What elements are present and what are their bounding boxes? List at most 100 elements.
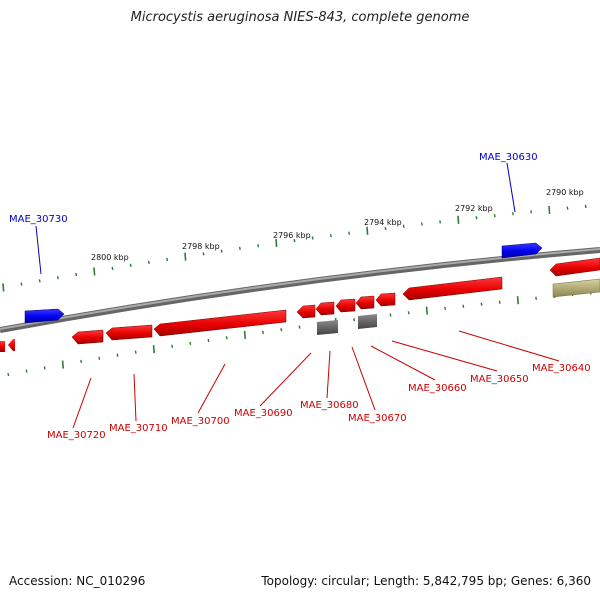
leader-mae-30640 bbox=[458, 330, 560, 362]
gene-mae-30650[interactable] bbox=[402, 276, 503, 301]
minor-tick bbox=[498, 300, 501, 304]
leader-mae-30730 bbox=[35, 225, 42, 275]
gene-mae-30710[interactable] bbox=[105, 324, 153, 341]
minor-tick bbox=[43, 366, 46, 370]
gene-mae-30720[interactable] bbox=[71, 329, 104, 345]
minor-tick bbox=[116, 353, 119, 357]
minor-tick bbox=[566, 206, 569, 210]
minor-tick bbox=[134, 350, 137, 354]
reverse-genes bbox=[0, 257, 600, 352]
minor-tick bbox=[407, 311, 410, 315]
minor-tick bbox=[348, 231, 351, 235]
gene-mae-30660[interactable] bbox=[375, 292, 396, 307]
minor-tick bbox=[98, 356, 101, 360]
minor-tick bbox=[56, 276, 59, 280]
label-mae-30690[interactable]: MAE_30690 bbox=[234, 408, 293, 419]
label-mae-30730[interactable]: MAE_30730 bbox=[9, 214, 68, 225]
minor-tick bbox=[147, 260, 150, 265]
minor-tick bbox=[75, 272, 78, 277]
gene-mae-30730[interactable] bbox=[24, 308, 65, 324]
leader-mae-30630 bbox=[506, 162, 516, 213]
label-mae-30720[interactable]: MAE_30720 bbox=[47, 430, 106, 441]
other-genes bbox=[317, 278, 600, 335]
minor-tick bbox=[207, 338, 210, 343]
gene-mae-30700[interactable] bbox=[153, 309, 287, 337]
gene-labels: MAE_30730 MAE_30630 MAE_30720 MAE_30710 … bbox=[9, 152, 591, 441]
label-mae-30680[interactable]: MAE_30680 bbox=[300, 400, 359, 411]
leader-mae-30650 bbox=[391, 340, 498, 372]
minor-tick bbox=[439, 220, 442, 224]
major-tick bbox=[2, 283, 5, 292]
leader-mae-30690 bbox=[259, 352, 312, 407]
minor-tick bbox=[129, 263, 132, 268]
gene-partial-left-2[interactable] bbox=[8, 339, 15, 351]
genome-summary-text: Topology: circular; Length: 5,842,795 bp… bbox=[261, 574, 591, 588]
label-mae-30650[interactable]: MAE_30650 bbox=[470, 374, 529, 385]
scale-label-2796: 2796 kbp bbox=[273, 231, 311, 240]
minor-tick bbox=[38, 279, 41, 283]
gene-olive[interactable] bbox=[552, 278, 600, 298]
minor-tick bbox=[220, 249, 223, 253]
gene-mae-30690[interactable] bbox=[296, 304, 316, 319]
map-title: Microcystis aeruginosa NIES-843, complet… bbox=[130, 10, 470, 25]
minor-tick bbox=[311, 236, 314, 240]
gene-mae-30670-red[interactable] bbox=[335, 298, 356, 313]
gene-mae-30630[interactable] bbox=[501, 242, 543, 259]
leader-mae-30710 bbox=[133, 373, 137, 422]
minor-tick bbox=[293, 238, 296, 243]
minor-tick bbox=[280, 328, 283, 332]
minor-tick bbox=[402, 224, 405, 228]
leader-mae-30700 bbox=[197, 363, 226, 414]
gene-mae-30680-red[interactable] bbox=[315, 301, 335, 316]
scale-label-2798: 2798 kbp bbox=[182, 242, 220, 251]
gene-mae-30640[interactable] bbox=[549, 257, 600, 277]
leader-mae-30660 bbox=[370, 345, 436, 381]
minor-tick bbox=[20, 282, 23, 286]
leader-mae-30720 bbox=[72, 377, 92, 429]
minor-tick bbox=[171, 344, 174, 348]
gene-mae-30670[interactable] bbox=[358, 314, 377, 329]
leader-mae-30680 bbox=[326, 350, 331, 399]
forward-genes bbox=[24, 242, 543, 324]
minor-tick bbox=[202, 252, 205, 256]
scale-label-2790: 2790 kbp bbox=[546, 188, 584, 197]
major-tick bbox=[275, 239, 278, 248]
gene-red-4[interactable] bbox=[355, 295, 375, 310]
major-tick bbox=[184, 252, 187, 261]
minor-tick bbox=[530, 210, 533, 214]
major-tick bbox=[243, 330, 246, 340]
leader-mae-30670 bbox=[351, 346, 376, 411]
genome-backbone bbox=[0, 247, 600, 333]
minor-tick bbox=[480, 302, 483, 306]
scale-label-2794: 2794 kbp bbox=[364, 218, 402, 227]
leader-lines bbox=[35, 162, 560, 429]
minor-tick bbox=[475, 216, 478, 220]
scale-labels: 2800 kbp 2798 kbp 2796 kbp 2794 kbp 2792… bbox=[91, 188, 584, 262]
minor-tick bbox=[389, 313, 392, 317]
minor-tick bbox=[225, 336, 228, 340]
minor-tick bbox=[238, 246, 241, 251]
minor-tick bbox=[189, 341, 192, 345]
major-tick bbox=[425, 306, 428, 315]
major-tick bbox=[457, 215, 460, 224]
minor-tick bbox=[420, 222, 423, 226]
minor-tick bbox=[25, 369, 28, 373]
minor-tick bbox=[7, 372, 10, 377]
label-mae-30630[interactable]: MAE_30630 bbox=[479, 152, 538, 163]
minor-tick bbox=[262, 330, 265, 334]
top-tick-track bbox=[2, 204, 587, 292]
gene-mae-30680[interactable] bbox=[317, 320, 338, 335]
gene-partial-left[interactable] bbox=[0, 341, 5, 352]
major-tick bbox=[93, 267, 96, 276]
minor-tick bbox=[111, 266, 114, 271]
label-mae-30640[interactable]: MAE_30640 bbox=[532, 363, 591, 374]
bottom-tick-track bbox=[7, 291, 592, 377]
major-tick bbox=[548, 205, 551, 215]
label-mae-30670[interactable]: MAE_30670 bbox=[348, 413, 407, 424]
label-mae-30660[interactable]: MAE_30660 bbox=[408, 383, 467, 394]
label-mae-30700[interactable]: MAE_30700 bbox=[171, 416, 230, 427]
accession-text: Accession: NC_010296 bbox=[9, 574, 146, 588]
major-tick bbox=[516, 296, 519, 305]
label-mae-30710[interactable]: MAE_30710 bbox=[109, 423, 168, 434]
